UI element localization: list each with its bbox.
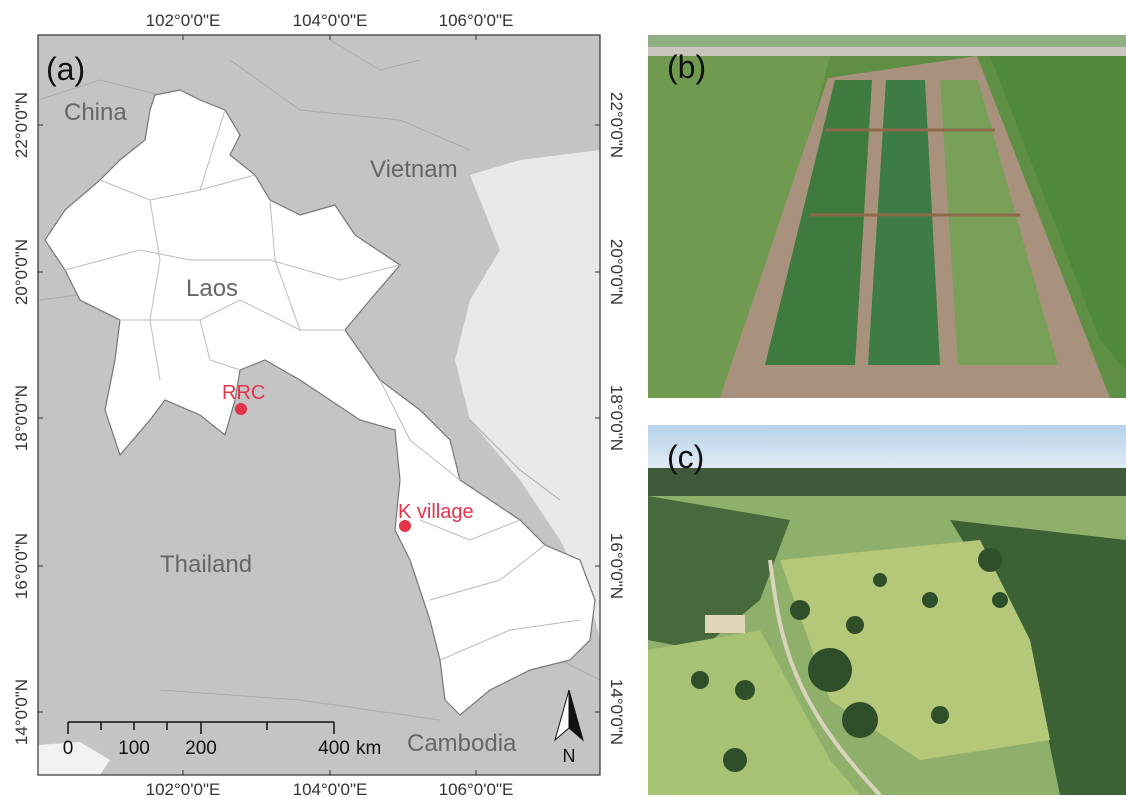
field — [648, 35, 1126, 47]
tree — [790, 600, 810, 620]
latitude-label: 16°0'0"N — [607, 533, 626, 599]
latitude-label: 14°0'0"N — [12, 679, 31, 745]
longitude-label: 106°0'0"E — [439, 780, 514, 799]
scale-label: 400 — [318, 738, 350, 759]
latitude-label: 18°0'0"N — [12, 385, 31, 451]
map-area — [38, 35, 600, 775]
scale-label: 100 — [118, 738, 150, 759]
longitude-label: 106°0'0"E — [439, 11, 514, 30]
road — [648, 47, 1126, 56]
country-label: Laos — [186, 275, 238, 302]
tree — [723, 748, 747, 772]
photo-c — [648, 425, 1126, 795]
tree — [922, 592, 938, 608]
site-marker — [235, 403, 247, 415]
panel-label: (c) — [667, 439, 704, 475]
longitude-label: 102°0'0"E — [146, 11, 221, 30]
panel-label: (b) — [667, 49, 706, 85]
tree — [978, 548, 1002, 572]
tree — [691, 671, 709, 689]
longitude-label: 104°0'0"E — [293, 780, 368, 799]
tree — [842, 702, 878, 738]
site-label: K village — [398, 501, 474, 523]
country-label: China — [64, 99, 127, 126]
tree — [992, 592, 1008, 608]
panel-label: (a) — [46, 51, 85, 87]
tree — [735, 680, 755, 700]
sky — [648, 425, 1126, 475]
country-label: Thailand — [160, 551, 252, 578]
latitude-label: 14°0'0"N — [607, 679, 626, 745]
tree — [873, 573, 887, 587]
latitude-label: 20°0'0"N — [12, 239, 31, 305]
tree — [846, 616, 864, 634]
north-label: N — [563, 746, 576, 766]
latitude-label: 18°0'0"N — [607, 385, 626, 451]
country-label: Cambodia — [407, 730, 517, 757]
tree — [931, 706, 949, 724]
figure: (a) China Vietnam Laos Thailand Cambodia… — [0, 0, 1126, 800]
latitude-label: 20°0'0"N — [607, 239, 626, 305]
forest — [648, 468, 1126, 496]
site-label: RRC — [222, 382, 265, 404]
photo-b — [648, 35, 1126, 398]
latitude-label: 16°0'0"N — [12, 533, 31, 599]
scale-label: 0 — [63, 738, 74, 759]
building — [705, 615, 745, 633]
scale-label: km — [356, 738, 381, 759]
scale-label: 200 — [185, 738, 217, 759]
country-label: Vietnam — [370, 156, 458, 183]
longitude-label: 102°0'0"E — [146, 780, 221, 799]
latitude-label: 22°0'0"N — [12, 92, 31, 158]
longitude-label: 104°0'0"E — [293, 11, 368, 30]
latitude-label: 22°0'0"N — [607, 92, 626, 158]
tree — [808, 648, 852, 692]
